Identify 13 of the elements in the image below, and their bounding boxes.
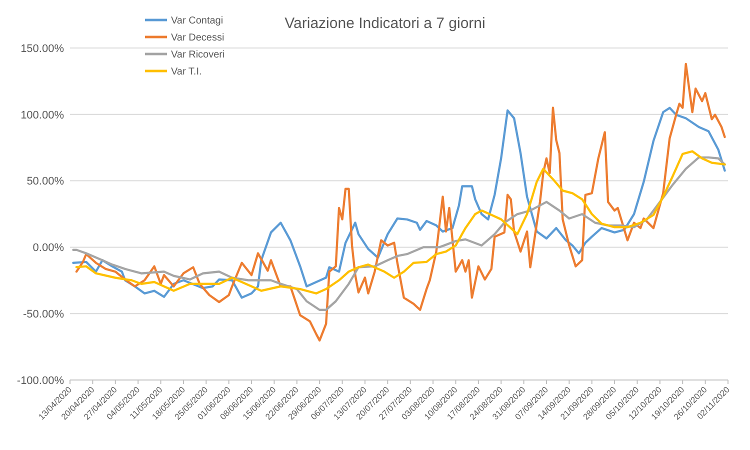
y-tick-label: -100.00% [16, 374, 64, 387]
line-series [75, 62, 726, 342]
legend-label: Var Decessi [171, 32, 224, 44]
line-series [72, 106, 726, 299]
legend-label: Var Ricoveri [171, 50, 225, 60]
y-tick-label: 0.00% [32, 242, 64, 254]
legend-label: Var T.I. [171, 66, 202, 78]
y-tick-label: 150.00% [20, 42, 64, 55]
y-tick-label: -50.00% [23, 308, 64, 320]
y-tick-label: 100.00% [20, 109, 64, 122]
chart-title: Variazione Indicatori a 7 giorni [284, 15, 486, 32]
legend-label: Var Contagi [171, 16, 224, 26]
y-tick-label: 50.00% [26, 176, 64, 188]
